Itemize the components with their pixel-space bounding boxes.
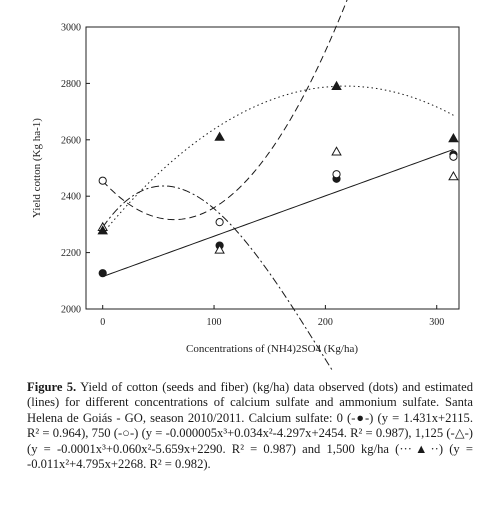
data-point-open-circle [449, 152, 458, 161]
x-tick-label: 0 [100, 317, 105, 328]
caption-label: Figure 5. [27, 380, 77, 394]
data-point-open-circle [332, 170, 341, 179]
data-point-open-triangle [448, 171, 459, 181]
data-markers [97, 80, 459, 278]
fit-line-solid [102, 148, 454, 278]
data-point-open-circle [215, 218, 224, 227]
x-tick-label: 300 [429, 317, 444, 328]
y-tick-label: 2800 [61, 79, 81, 90]
caption-text: Yield of cotton (seeds and fiber) (kg/ha… [27, 380, 473, 472]
data-point-filled-triangle [97, 225, 108, 235]
yield-chart: 2000 2200 2400 2600 2800 3000 0 100 200 300 Yiel… [31, 0, 460, 370]
data-point-filled-triangle [448, 132, 459, 143]
data-point-filled-triangle [331, 80, 342, 91]
plot-frame [85, 26, 460, 310]
data-point-filled-triangle [214, 131, 225, 141]
plot-area [85, 26, 460, 310]
y-tick-label: 2400 [61, 192, 81, 203]
y-axis-title: Yield cotton (Kg ha-1) [31, 118, 43, 218]
y-tick-label: 2600 [61, 135, 81, 146]
data-point-open-triangle [214, 244, 225, 254]
y-tick-label: 2200 [61, 248, 81, 259]
fit-lines [102, 0, 454, 370]
data-point-open-triangle [331, 146, 342, 156]
y-tick-label: 3000 [61, 23, 81, 34]
y-tick-label: 2000 [61, 305, 81, 316]
x-axis-ticks: 0 100 200 300 [100, 305, 444, 328]
y-axis-ticks: 2000 2200 2400 2600 2800 3000 [61, 23, 90, 316]
data-point-open-circle [98, 176, 107, 185]
x-tick-label: 200 [318, 317, 333, 328]
data-point-filled-circle [98, 269, 107, 278]
x-axis-title: Concentrations of (NH4)2SO4 (Kg/ha) [186, 343, 358, 355]
figure-caption: Figure 5. Yield of cotton (seeds and fib… [27, 380, 473, 472]
fit-line-dashed [102, 0, 348, 221]
x-tick-label: 100 [207, 317, 222, 328]
fit-line-dotted [102, 85, 454, 234]
